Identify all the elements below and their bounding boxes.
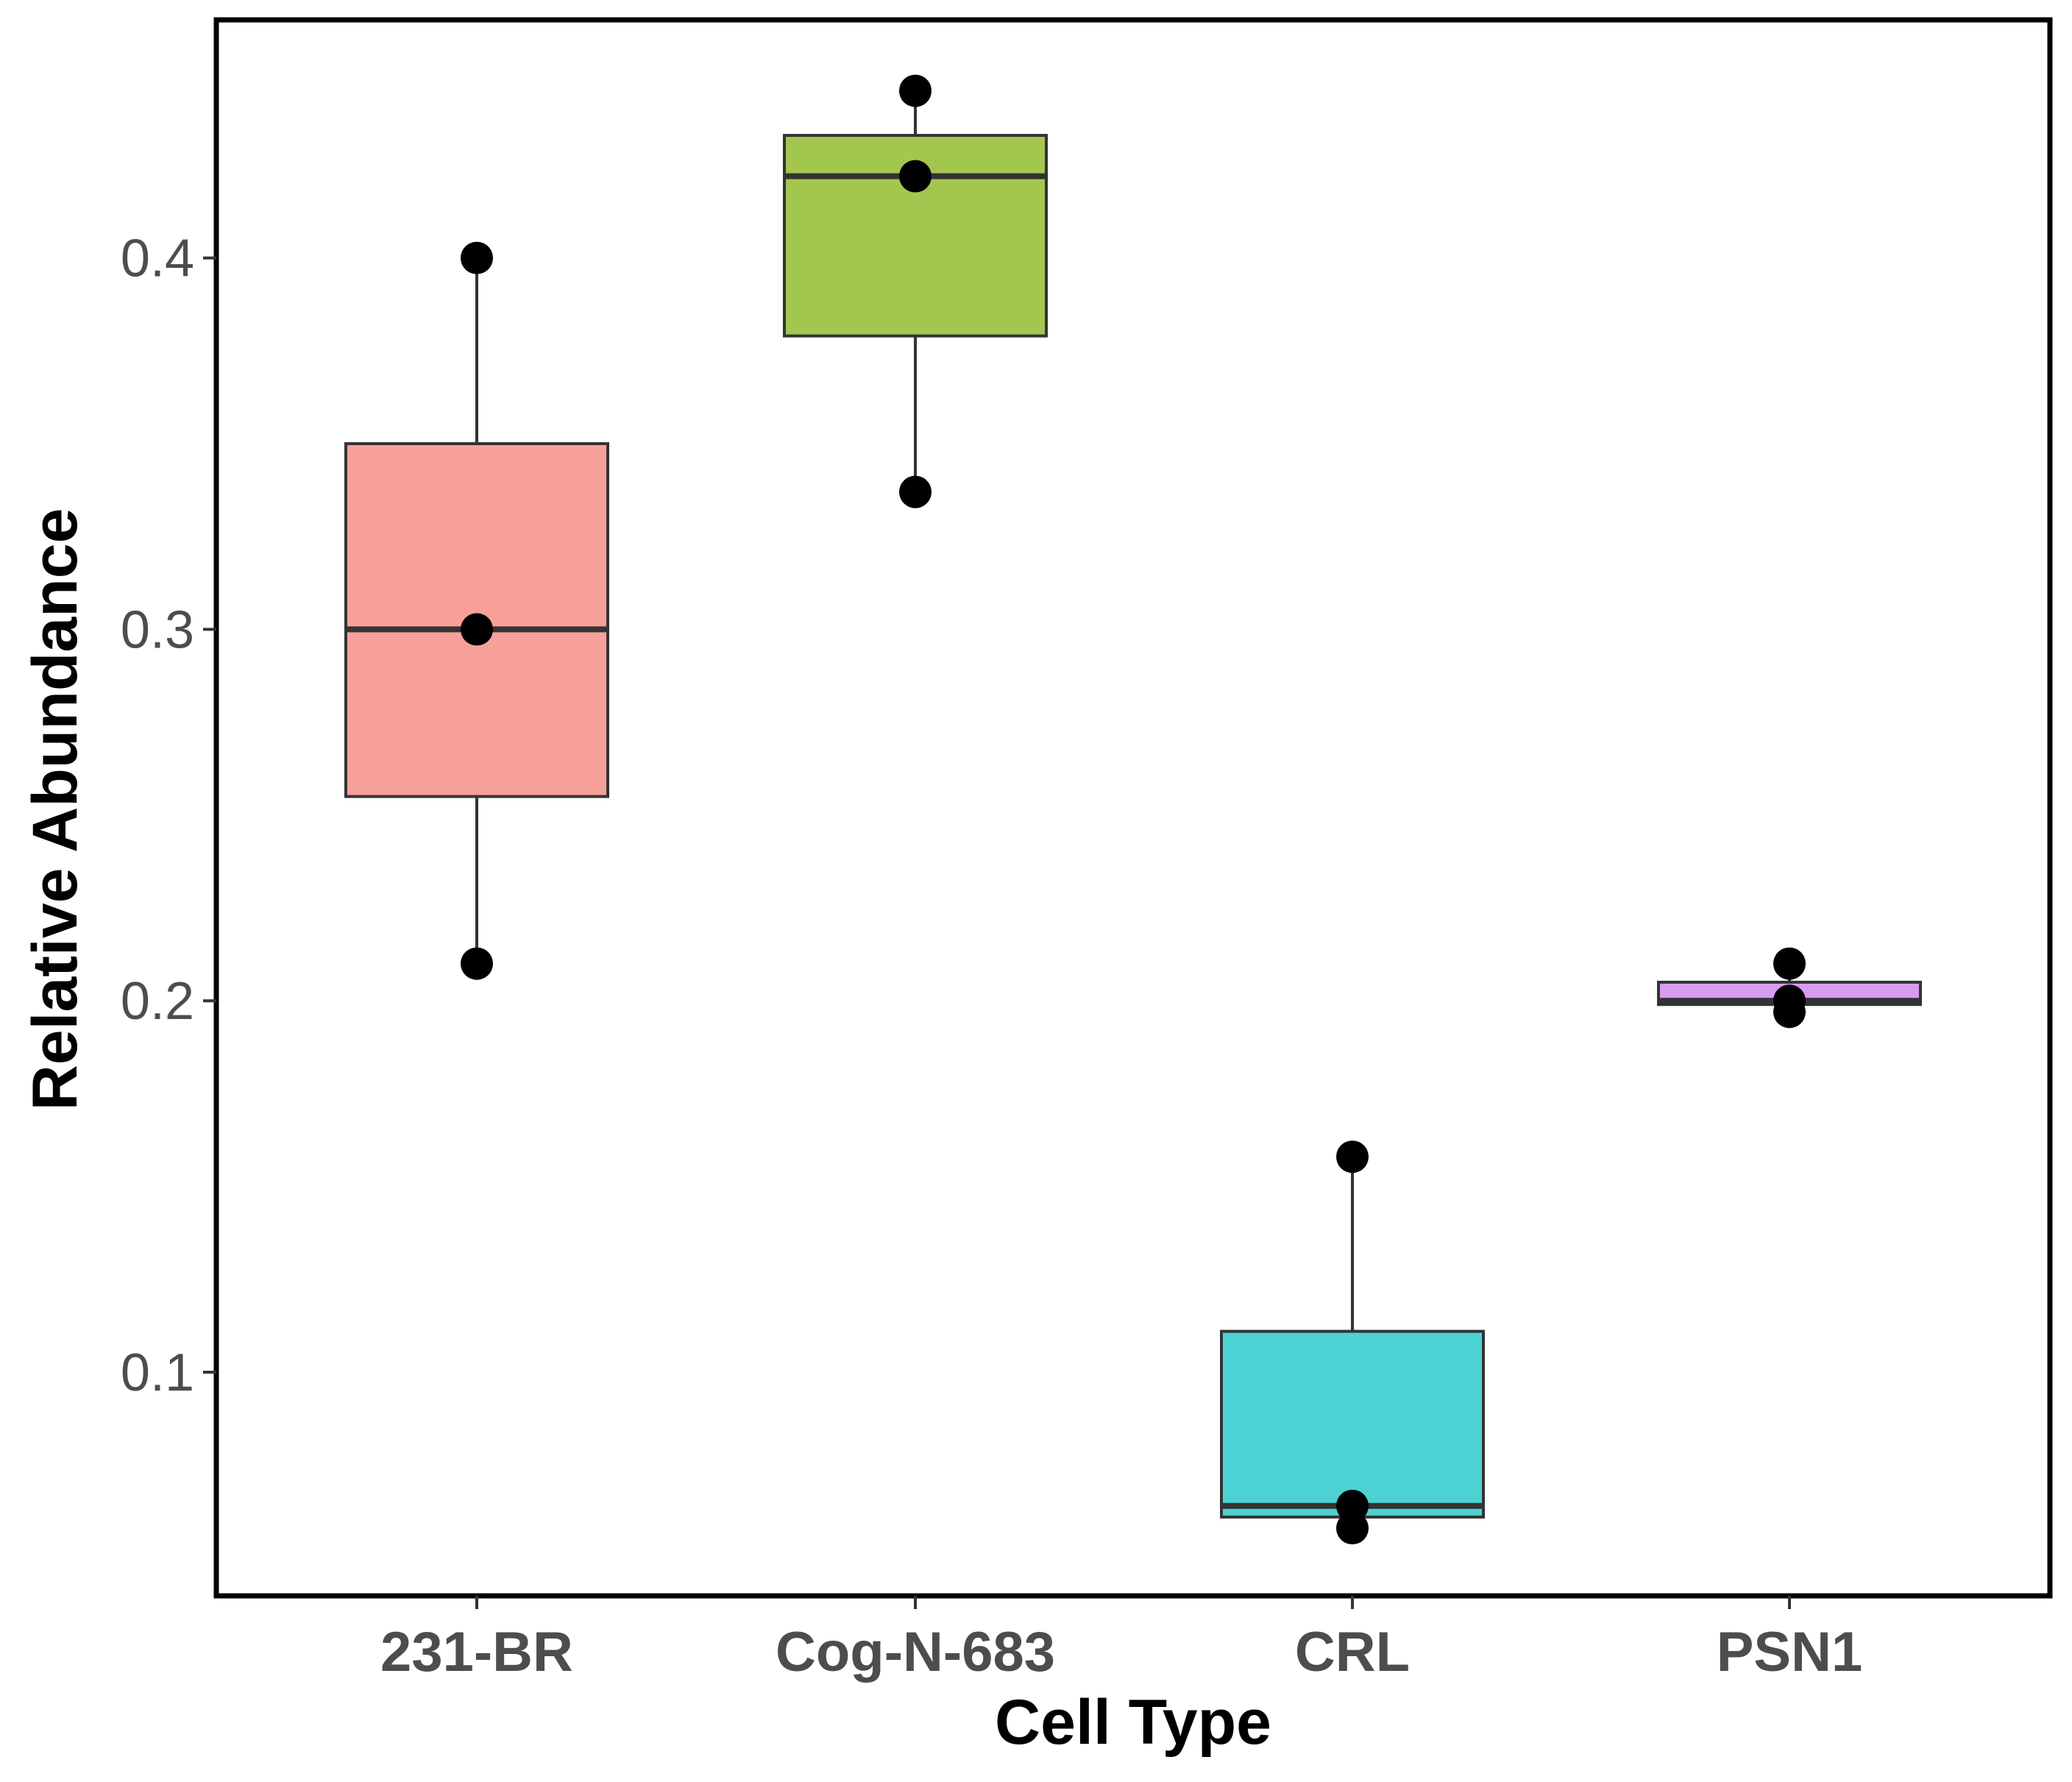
box-series: [344, 74, 1922, 1545]
box-body: [1220, 1330, 1485, 1519]
y-tick-label: 0.4: [121, 230, 194, 288]
data-point: [899, 74, 932, 107]
data-point: [1336, 1512, 1369, 1545]
data-point: [899, 475, 932, 508]
box-group: [783, 74, 1048, 508]
data-point: [461, 613, 493, 646]
data-point: [461, 241, 493, 274]
x-tick-label: PSN1: [1717, 1621, 1863, 1683]
data-point: [461, 947, 493, 980]
y-tick-label: 0.2: [121, 972, 194, 1031]
data-point: [1336, 1489, 1369, 1522]
y-axis: 0.1 0.2 0.3 0.4: [121, 230, 216, 1402]
data-point: [1336, 1140, 1369, 1174]
y-tick-label: 0.3: [121, 600, 194, 659]
x-axis: 231-BR Cog-N-683 CRL PSN1: [380, 1596, 1862, 1683]
x-tick-label: CRL: [1295, 1621, 1410, 1683]
y-tick-label: 0.1: [121, 1343, 194, 1402]
x-tick-label: 231-BR: [380, 1621, 573, 1683]
data-point: [899, 160, 932, 193]
box-group: [344, 241, 609, 980]
x-tick-label: Cog-N-683: [776, 1621, 1055, 1683]
box-group: [1220, 1140, 1485, 1545]
plot-panel-border: [213, 17, 2053, 1599]
data-point: [1773, 947, 1806, 980]
data-point: [1773, 995, 1806, 1029]
y-axis-title: Relative Abundance: [20, 508, 91, 1111]
box-body: [783, 134, 1048, 338]
x-axis-title: Cell Type: [995, 1687, 1271, 1758]
box-group: [1657, 947, 1922, 1029]
